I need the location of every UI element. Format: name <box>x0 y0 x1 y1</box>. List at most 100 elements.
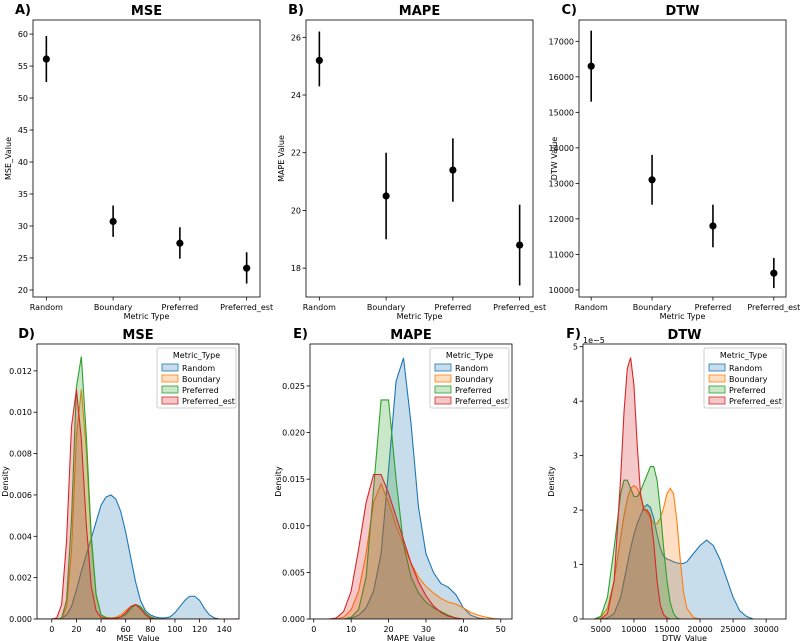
legend-label-boundary: Boundary <box>455 375 494 384</box>
y-tick-label: 0.020 <box>282 429 305 438</box>
y-tick-label: 25 <box>18 254 28 263</box>
y-axis-label: DTW Value <box>550 137 559 181</box>
y-tick-label: 0.010 <box>9 408 32 417</box>
legend-swatch-preferred-est <box>709 397 725 404</box>
legend-title: Metric_Type <box>173 351 220 360</box>
point-boundary <box>110 218 117 225</box>
legend: Metric_Type Random Boundary Preferred Prefer… <box>157 348 236 408</box>
y-tick-label: 0.008 <box>9 450 32 459</box>
x-tick-label: 40 <box>458 625 468 634</box>
axes-frame <box>579 20 786 297</box>
y-tick-label: 0.025 <box>282 382 305 391</box>
panel-1: A) MSERandom Boundary Preferred Preferred_es… <box>4 3 273 321</box>
point-random <box>588 63 595 70</box>
chart-title: MSE <box>131 4 162 19</box>
panel-label: E) <box>293 327 308 342</box>
y-tick-label: 0 <box>573 615 578 624</box>
x-axis-label: Metric Type <box>397 312 443 321</box>
y-tick-label: 35 <box>18 190 28 199</box>
y-tick-label: 20 <box>291 206 301 215</box>
axes-frame <box>33 20 260 297</box>
x-tick-label: 20 <box>71 625 81 634</box>
chart-title: DTW <box>668 328 702 343</box>
axes-frame <box>306 20 533 297</box>
legend-swatch-boundary <box>162 375 178 382</box>
legend-label-preferred-est: Preferred_est <box>182 397 235 406</box>
y-tick-label: 24 <box>291 91 301 100</box>
x-tick-label: 30000 <box>753 625 778 634</box>
y-tick-label: 60 <box>18 30 28 39</box>
point-preferred-est <box>770 270 777 277</box>
legend-swatch-boundary <box>435 375 451 382</box>
y-tick-label: 17000 <box>549 37 574 46</box>
y-tick-label: 0.012 <box>9 367 32 376</box>
x-tick-label-boundary: Boundary <box>94 303 133 312</box>
x-tick-label: 25000 <box>720 625 745 634</box>
legend-label-preferred-est: Preferred_est <box>729 397 782 406</box>
legend-swatch-random <box>709 364 725 371</box>
legend-swatch-boundary <box>709 375 725 382</box>
legend-label-preferred: Preferred <box>455 386 492 395</box>
legend-title: Metric_Type <box>446 351 493 360</box>
panel-label: A) <box>15 3 31 18</box>
x-tick-label-preferred-est: Preferred_est <box>493 303 546 312</box>
x-tick-label: 140 <box>217 625 232 634</box>
x-tick-label: 30 <box>421 625 431 634</box>
y-tick-label: 0.005 <box>282 568 305 577</box>
x-tick-label-boundary: Boundary <box>367 303 406 312</box>
legend-label-preferred: Preferred <box>729 386 766 395</box>
y-axis-label: MSE_Value <box>4 137 13 180</box>
y-axis-label: MAPE Value <box>277 135 286 182</box>
y-tick-label: 50 <box>18 94 28 103</box>
point-preferred <box>449 166 456 173</box>
legend-swatch-random <box>162 364 178 371</box>
legend-label-preferred: Preferred <box>182 386 219 395</box>
y-tick-label: 2 <box>573 506 578 515</box>
y-tick-label: 30 <box>18 222 28 231</box>
y-tick-label: 45 <box>18 126 28 135</box>
x-tick-label-random: Random <box>575 303 608 312</box>
x-tick-label: 20 <box>383 625 393 634</box>
x-tick-label: 5000 <box>591 625 611 634</box>
x-tick-label: 50 <box>496 625 506 634</box>
x-tick-label-preferred: Preferred <box>435 303 472 312</box>
point-boundary <box>648 176 655 183</box>
x-tick-label: 40 <box>96 625 106 634</box>
x-tick-label-preferred-est: Preferred_est <box>220 303 273 312</box>
y-tick-label: 0.006 <box>9 491 32 500</box>
point-preferred <box>709 222 716 229</box>
y-axis-label: Density <box>1 466 10 497</box>
point-boundary <box>383 192 390 199</box>
y-tick-label: 15000 <box>549 108 574 117</box>
y-tick-label: 10000 <box>549 286 574 295</box>
point-preferred-est <box>516 241 523 248</box>
panel-label: C) <box>562 3 577 18</box>
panel-4: D) MSE 0 20 40 60 80 100 120 140 Metric_Type Random… <box>1 327 239 641</box>
x-axis-label: Metric Type <box>124 312 170 321</box>
legend-label-random: Random <box>182 364 215 373</box>
y-tick-label: 1 <box>573 561 578 570</box>
y-axis-label: Density <box>274 466 283 497</box>
panel-3: C) DTW Random Boundary Preferred Preferred_es… <box>549 3 800 321</box>
legend-label-preferred-est: Preferred_est <box>455 397 508 406</box>
x-tick-label: 0 <box>49 625 54 634</box>
y-tick-label: 55 <box>18 62 28 71</box>
chart-title: MAPE <box>390 328 431 343</box>
y-tick-label: 0.015 <box>282 475 305 484</box>
point-preferred <box>176 240 183 247</box>
y-tick-label: 11000 <box>549 250 574 259</box>
panel-6: F) DTW 5000 10000 15000 20000 25000 30000 Metric… <box>547 327 786 641</box>
x-axis-label: DTW_Value <box>662 634 707 641</box>
legend: Metric_Type Random Boundary Preferred Prefer… <box>430 348 509 408</box>
x-tick-label-preferred: Preferred <box>695 303 732 312</box>
chart-title: DTW <box>666 4 700 19</box>
x-tick-label: 10000 <box>621 625 646 634</box>
y-tick-label: 0.010 <box>282 522 305 531</box>
chart-title: MAPE <box>399 4 440 19</box>
y-tick-label: 4 <box>573 397 578 406</box>
legend-swatch-preferred <box>162 386 178 393</box>
y-tick-label: 5 <box>573 343 578 352</box>
x-axis-label: Metric Type <box>660 312 706 321</box>
x-tick-label-preferred: Preferred <box>162 303 199 312</box>
x-tick-label-preferred-est: Preferred_est <box>747 303 800 312</box>
